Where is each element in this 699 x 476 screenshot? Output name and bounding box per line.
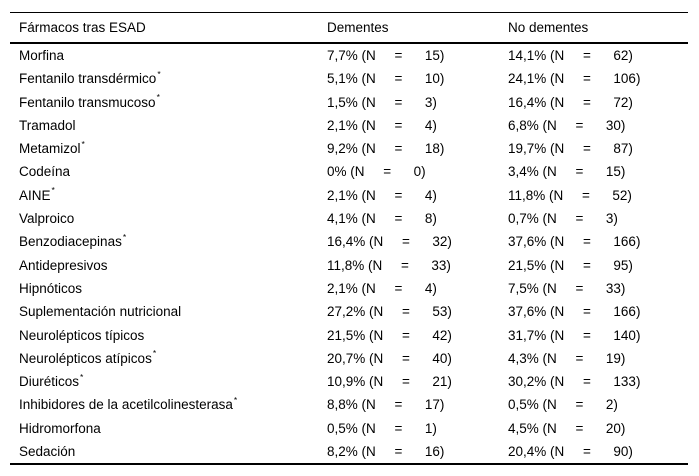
drug-name-cell: Antidepresivos (19, 257, 108, 273)
dementes-value-cell: 9,2% (N = 18) (327, 141, 445, 157)
no-dementes-value-cell: 37,6% (N = 166) (508, 304, 641, 320)
drug-name-cell: Hidromorfona (19, 420, 101, 436)
drug-name-cell: Benzodiacepinas* (19, 231, 127, 250)
col-header-farmacos: Fármacos tras ESAD (10, 12, 327, 44)
no-dementes-value-cell: 4,5% (N = 20) (508, 420, 626, 436)
table-row: Valproico 4,1% (N = 8) 0,7% (N = 3) (10, 207, 688, 230)
dementes-value-cell: 10,9% (N = 21) (327, 374, 452, 390)
no-dementes-value-cell: 0,7% (N = 3) (508, 211, 618, 227)
table-row: Codeína 0% (N = 0) 3,4% (N = 15) (10, 160, 688, 183)
dementes-value-cell: 21,5% (N = 42) (327, 327, 452, 343)
drug-name-cell: AINE* (19, 185, 55, 203)
footnote-asterisk: * (51, 185, 55, 196)
footnote-asterisk: * (81, 138, 85, 149)
footnote-asterisk: * (80, 371, 84, 382)
table-row: Neurolépticos típicos 21,5% (N = 42) 31,7%… (10, 324, 688, 347)
drug-name-cell: Sedación (19, 444, 76, 460)
footnote-asterisk: * (122, 231, 127, 242)
no-dementes-value-cell: 16,4% (N = 72) (508, 94, 633, 110)
drug-name-cell: Hipnóticos (19, 280, 83, 296)
no-dementes-value-cell: 24,1% (N = 106) (508, 71, 641, 87)
dementes-value-cell: 7,7% (N = 15) (327, 48, 445, 63)
drug-name-cell: Valproico (19, 211, 75, 227)
drug-name-cell: Codeína (19, 164, 71, 180)
no-dementes-value-cell: 20,4% (N = 90) (508, 444, 633, 460)
table-row: Hipnóticos 2,1% (N = 4) 7,5% (N = 33) (10, 277, 688, 300)
table-row: Sedación 8,2% (N = 16) 20,4% (N = 90) (10, 440, 688, 464)
drug-name-cell: Inhibidores de la acetilcolinesterasa* (19, 394, 238, 413)
dementes-value-cell: 27,2% (N = 53) (327, 304, 452, 320)
dementes-value-cell: 5,1% (N = 10) (327, 71, 445, 87)
drug-name-cell: Fentanilo transdérmico* (19, 68, 161, 87)
table-row: AINE* 2,1% (N = 4) 11,8% (N = 52) (10, 184, 688, 207)
table-row: Neurolépticos atípicos* 20,7% (N = 40) 4,3… (10, 347, 688, 370)
dementes-value-cell: 2,1% (N = 4) (327, 117, 437, 133)
drug-name-cell: Diuréticos* (19, 371, 84, 390)
table-row: Fentanilo transmucoso* 1,5% (N = 3) 16,4% … (10, 91, 688, 114)
no-dementes-value-cell: 19,7% (N = 87) (508, 141, 633, 157)
no-dementes-value-cell: 30,2% (N = 133) (508, 374, 641, 390)
dementes-value-cell: 2,1% (N = 4) (327, 280, 437, 296)
col-header-dementes: Dementes (327, 12, 508, 44)
dementes-value-cell: 11,8% (N = 33) (327, 257, 451, 273)
table-row: Inhibidores de la acetilcolinesterasa* 8,… (10, 393, 688, 416)
table-row: Hidromorfona 0,5% (N = 1) 4,5% (N = 20) (10, 417, 688, 440)
table-row: Diuréticos* 10,9% (N = 21) 30,2% (N = 133) (10, 370, 688, 393)
table-row: Tramadol 2,1% (N = 4) 6,8% (N = 30) (10, 114, 688, 137)
drug-name-cell: Neurolépticos típicos (19, 327, 145, 343)
dementes-value-cell: 20,7% (N = 40) (327, 350, 452, 366)
dementes-value-cell: 4,1% (N = 8) (327, 211, 437, 227)
no-dementes-value-cell: 3,4% (N = 15) (508, 164, 626, 180)
table-header: Fármacos tras ESAD Dementes No dementes (10, 12, 688, 44)
drug-name-cell: Morfina (19, 48, 65, 63)
footnote-asterisk: * (156, 92, 160, 103)
footnote-asterisk: * (152, 348, 157, 359)
table-row: Metamizol* 9,2% (N = 18) 19,7% (N = 87) (10, 137, 688, 160)
dementes-value-cell: 0,5% (N = 1) (327, 420, 437, 436)
no-dementes-value-cell: 31,7% (N = 140) (508, 327, 641, 343)
drug-name-cell: Metamizol* (19, 138, 85, 157)
dementes-value-cell: 8,8% (N = 17) (327, 397, 445, 413)
dementes-value-cell: 8,2% (N = 16) (327, 444, 445, 460)
dementes-value-cell: 0% (N = 0) (327, 164, 426, 180)
dementes-value-cell: 2,1% (N = 4) (327, 187, 437, 203)
no-dementes-value-cell: 6,8% (N = 30) (508, 117, 626, 133)
no-dementes-value-cell: 0,5% (N = 2) (508, 397, 618, 413)
no-dementes-value-cell: 37,6% (N = 166) (508, 234, 641, 250)
table-row: Fentanilo transdérmico* 5,1% (N = 10) 24,1… (10, 67, 688, 90)
table-row: Antidepresivos 11,8% (N = 33) 21,5% (N = 9… (10, 254, 688, 277)
drug-name-cell: Fentanilo transmucoso* (19, 92, 160, 110)
header-row: Fármacos tras ESAD Dementes No dementes (10, 12, 688, 44)
no-dementes-value-cell: 11,8% (N = 52) (508, 187, 632, 203)
footnote-asterisk: * (157, 68, 161, 79)
table-row: Benzodiacepinas* 16,4% (N = 32) 37,6% (N =… (10, 230, 688, 253)
col-header-no-dementes: No dementes (508, 12, 688, 44)
table-row: Suplementación nutricional 27,2% (N = 53)… (10, 300, 688, 323)
dementes-value-cell: 16,4% (N = 32) (327, 234, 452, 250)
no-dementes-value-cell: 4,3% (N = 19) (508, 350, 626, 366)
drug-name-cell: Tramadol (19, 117, 76, 133)
table-row: Morfina 7,7% (N = 15) 14,1% (N = 62) (10, 43, 688, 67)
drug-name-cell: Neurolépticos atípicos* (19, 348, 157, 366)
drug-name-cell: Suplementación nutricional (19, 304, 182, 320)
dementes-value-cell: 1,5% (N = 3) (327, 94, 437, 110)
no-dementes-value-cell: 7,5% (N = 33) (508, 280, 626, 296)
table-body: Morfina 7,7% (N = 15) 14,1% (N = 62) Fentan… (10, 43, 688, 464)
no-dementes-value-cell: 14,1% (N = 62) (508, 48, 633, 63)
no-dementes-value-cell: 21,5% (N = 95) (508, 257, 633, 273)
farmacos-table: Fármacos tras ESAD Dementes No dementes … (10, 12, 688, 466)
footnote-asterisk: * (233, 394, 238, 405)
